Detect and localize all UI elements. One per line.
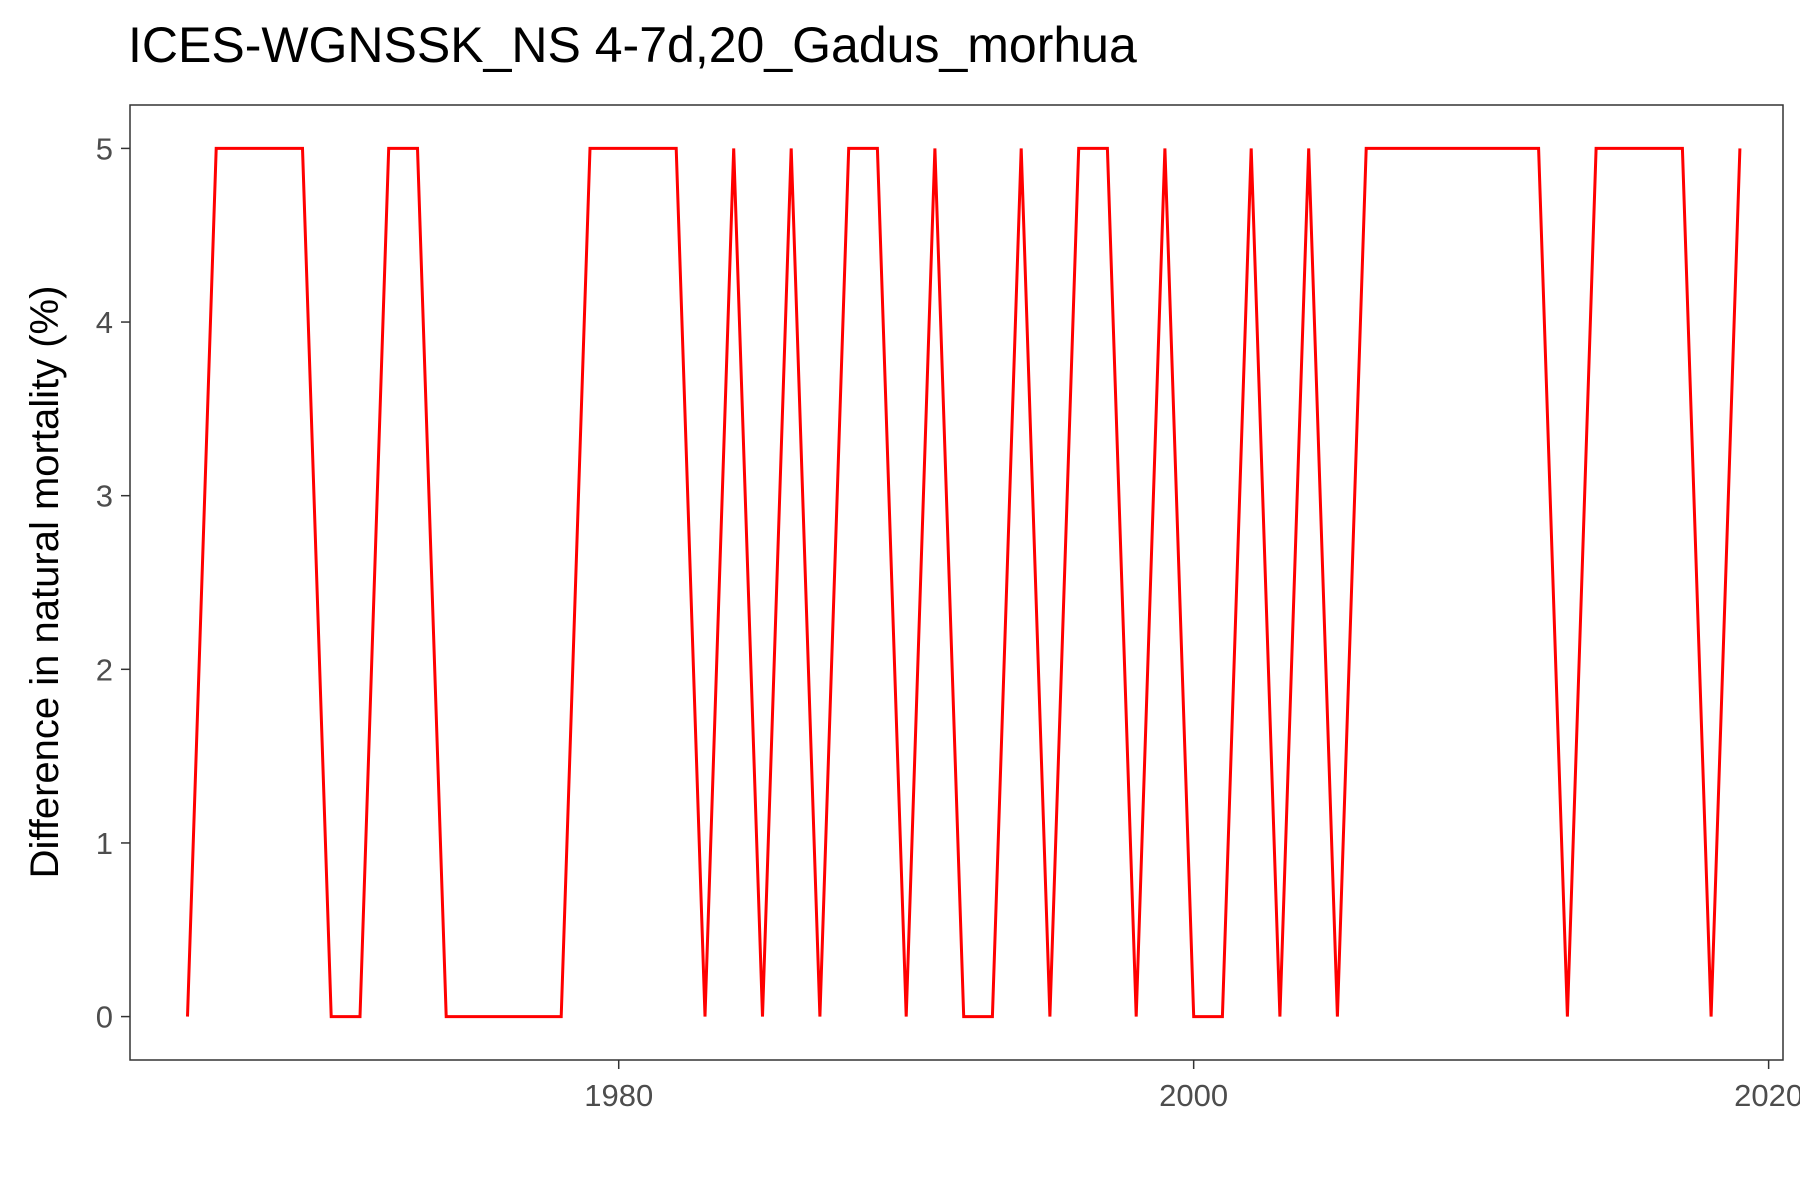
y-tick-label: 2: [96, 652, 113, 687]
y-axis: 0 1 2 3 4 5: [96, 131, 130, 1035]
series-line: [186, 146, 1742, 1019]
y-tick-label: 4: [96, 305, 113, 340]
y-tick-label: 1: [96, 826, 113, 861]
x-tick-label: 2020: [1734, 1078, 1800, 1113]
x-tick-label: 2000: [1159, 1078, 1228, 1113]
x-axis: 1980 2000 2020: [584, 1060, 1800, 1113]
y-tick-label: 3: [96, 479, 113, 514]
plot-panel: [129, 104, 1784, 1061]
y-tick-label: 5: [96, 131, 113, 166]
y-tick-label: 0: [96, 1000, 113, 1035]
x-tick-label: 1980: [584, 1078, 653, 1113]
y-axis-title: Difference in natural mortality (%): [23, 286, 67, 879]
chart-title: ICES-WGNSSK_NS 4-7d,20_Gadus_morhua: [128, 17, 1137, 73]
series-layer: [186, 146, 1742, 1019]
